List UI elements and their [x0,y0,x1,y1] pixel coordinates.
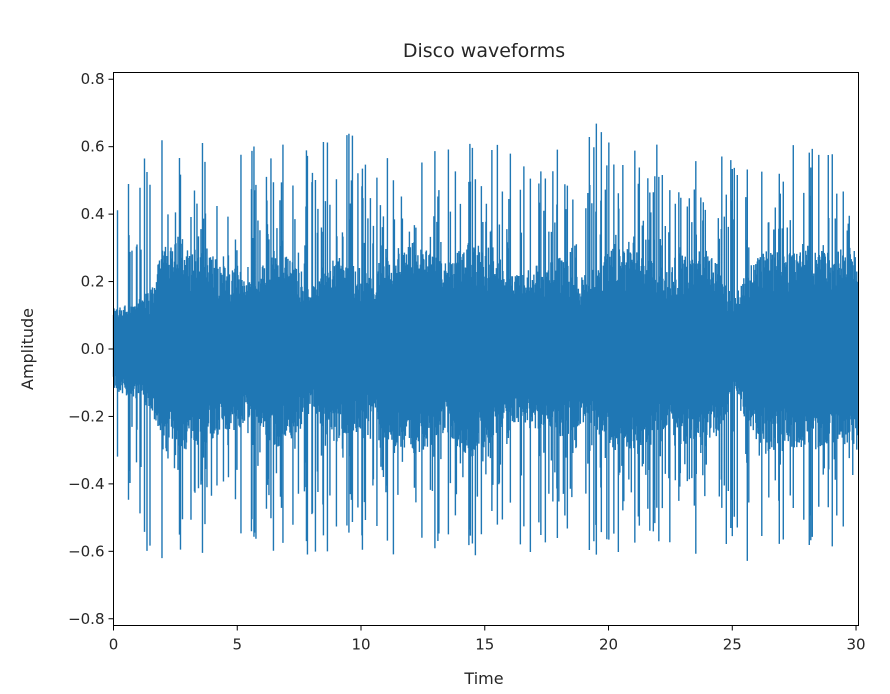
waveform-trace [112,123,858,561]
y-tick-label: −0.8 [68,610,104,628]
y-tick-label: 0.4 [81,205,105,223]
x-tick-label: 0 [109,636,119,654]
y-tick-label: −0.6 [68,542,104,560]
x-tick-label: 20 [599,636,618,654]
y-tick-label: 0.8 [81,70,105,88]
y-tick-label: 0.2 [81,273,105,291]
y-tick-label: 0.0 [81,340,105,358]
chart-title: Disco waveforms [403,40,565,62]
x-axis-label: Time [463,669,503,688]
y-tick-label: −0.4 [68,475,104,493]
waveform-series [112,123,858,561]
x-axis: 0 5 10 15 20 25 30 [109,625,866,654]
x-tick-label: 10 [351,636,370,654]
y-tick-label: 0.6 [81,138,105,156]
y-tick-label: −0.2 [68,407,104,425]
x-tick-label: 15 [475,636,494,654]
y-axis-label: Amplitude [18,308,37,390]
y-axis: −0.8 −0.6 −0.4 −0.2 0.0 0.2 0.4 0.6 0.8 [68,70,114,628]
x-tick-label: 5 [232,636,242,654]
x-tick-label: 25 [723,636,742,654]
x-tick-label: 30 [846,636,865,654]
